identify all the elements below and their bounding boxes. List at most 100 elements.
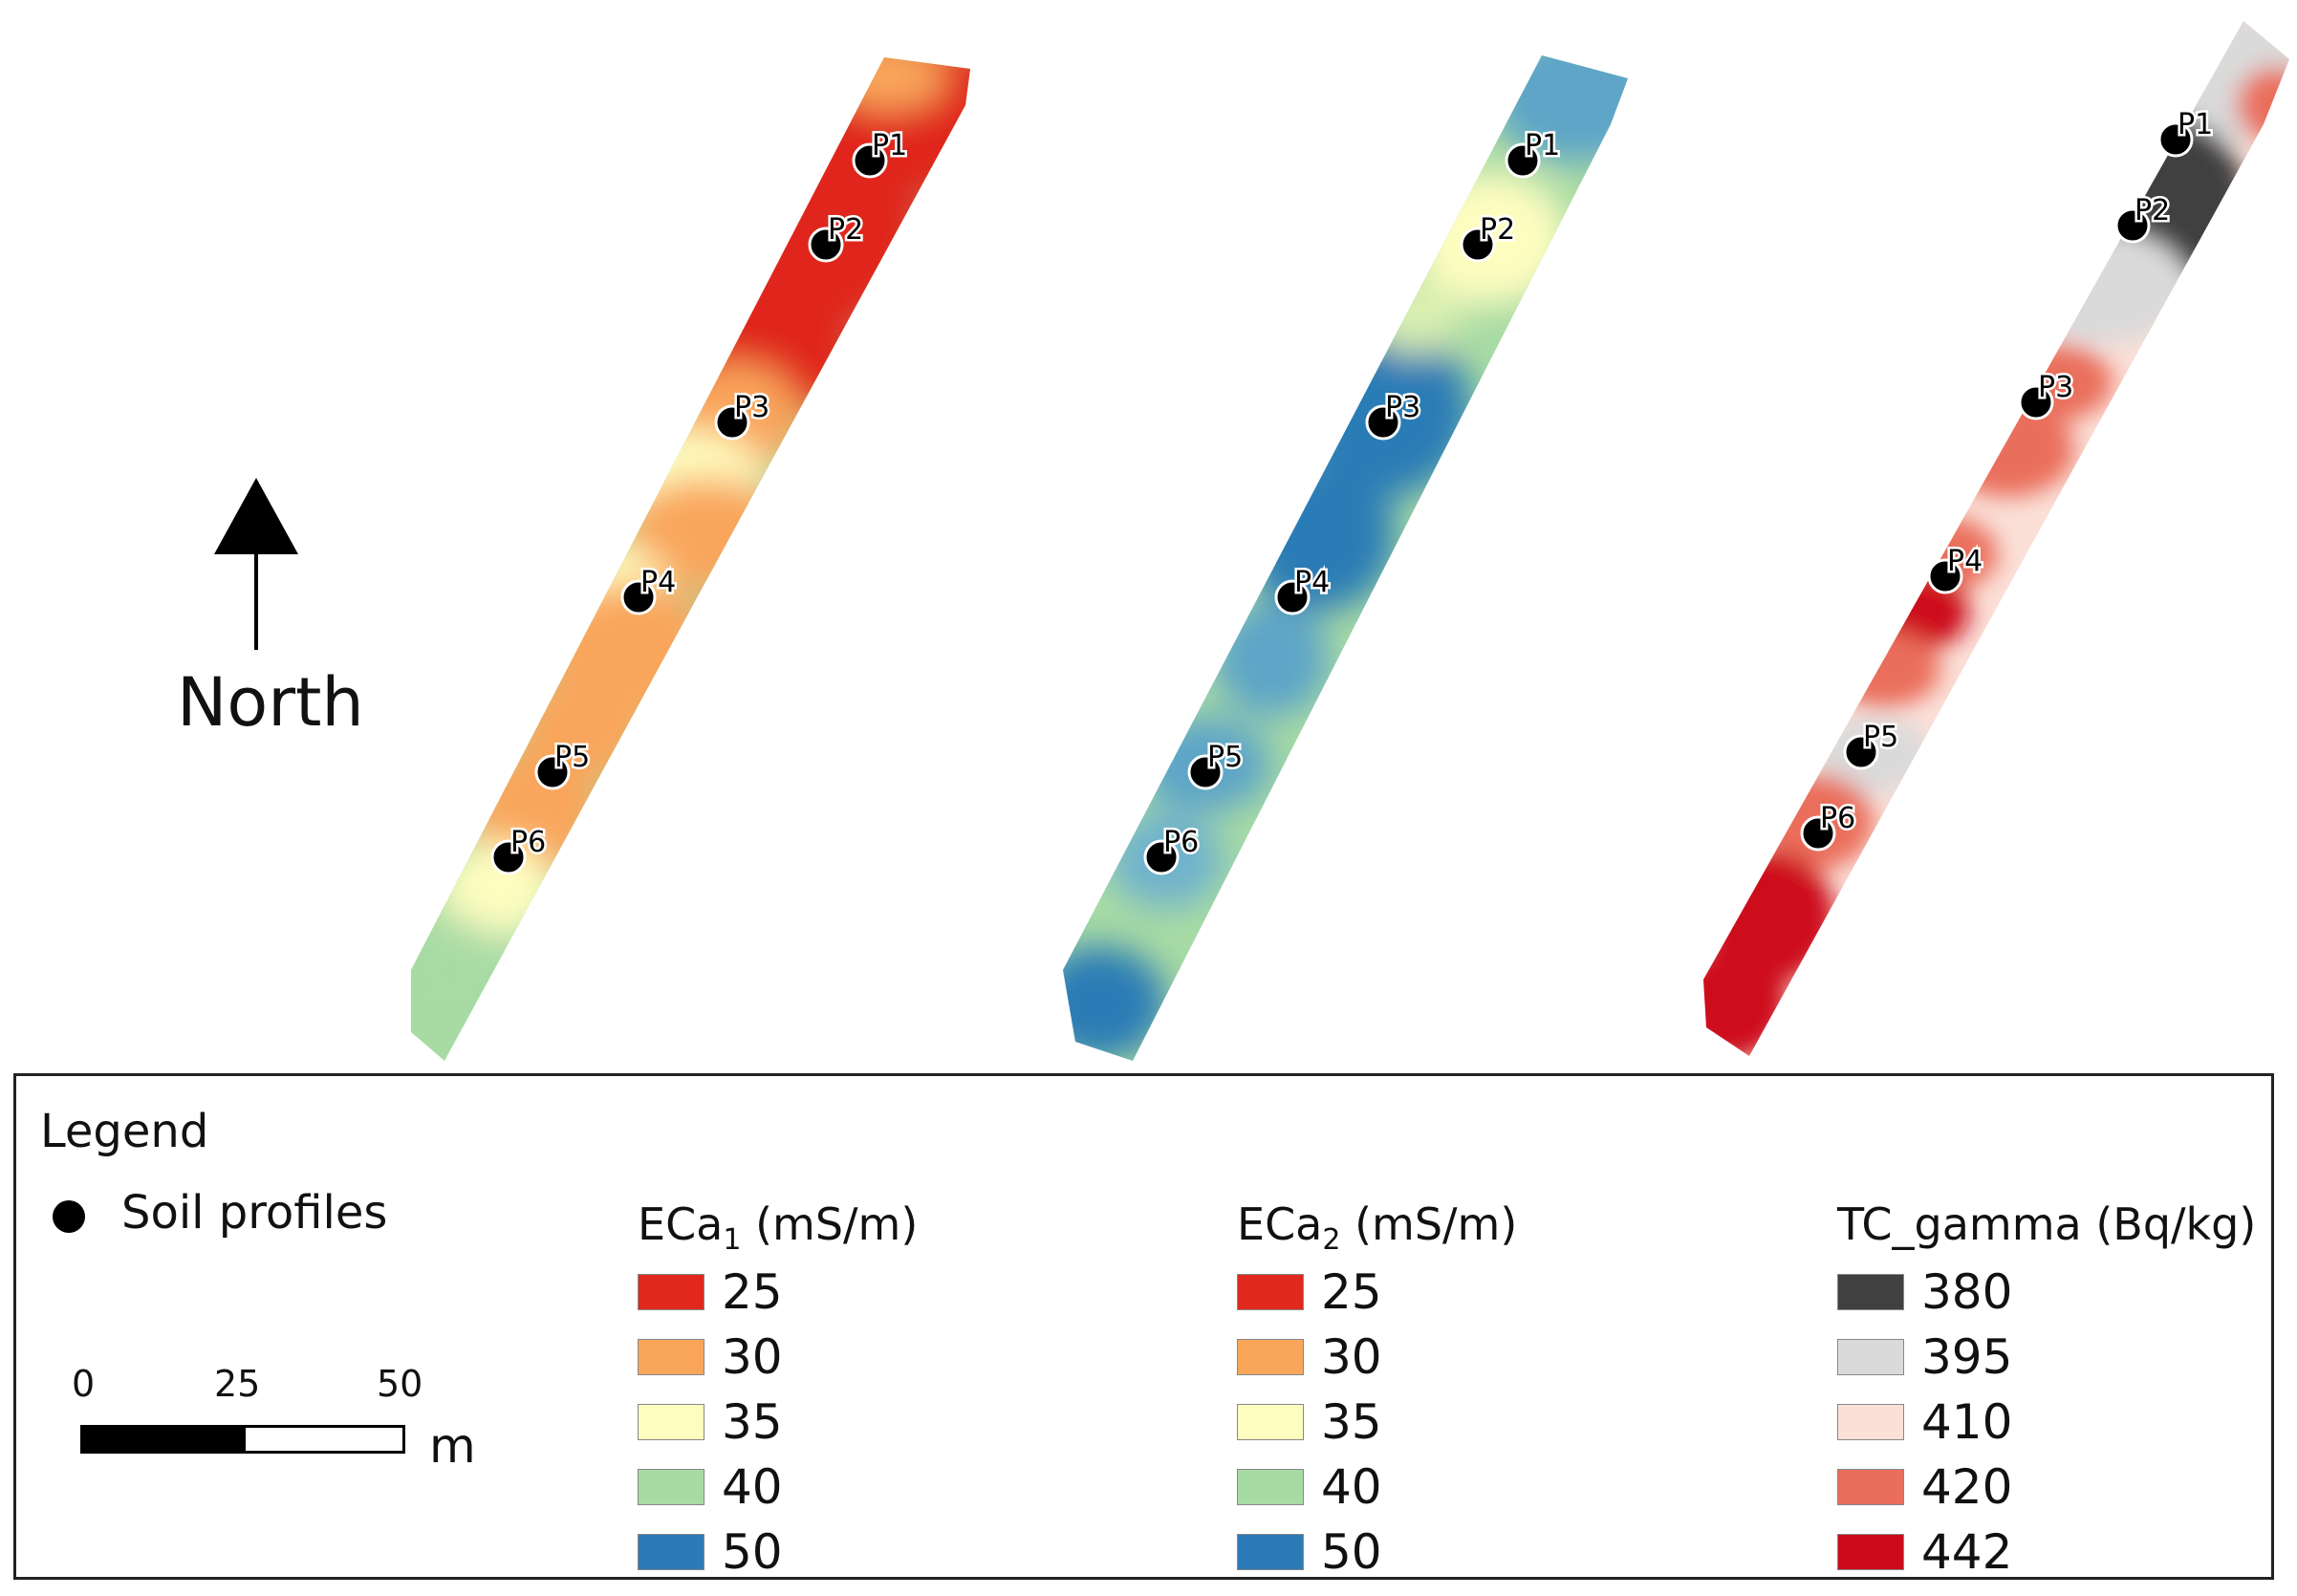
legend-entry-label: 25 [722, 1264, 783, 1320]
legend-column-title: ECa1 (mS/m) [638, 1198, 919, 1258]
soil-profile-marker [2157, 121, 2194, 158]
soil-profile-marker [1143, 839, 1180, 875]
soil-profile-marker [490, 839, 527, 875]
legend-entry-label: 30 [1321, 1329, 1382, 1385]
soil-profile-label: P2 [828, 213, 863, 247]
legend-column-eca1: ECa1 (mS/m) 25 30 35 40 50 [638, 1198, 918, 1585]
legend-column-title: ECa2 (mS/m) [1237, 1198, 1518, 1258]
north-label: North [177, 663, 364, 742]
soil-profile-marker [1843, 734, 1879, 770]
legend-entry-label: 420 [1921, 1459, 2013, 1515]
legend-entry-label: 35 [722, 1394, 783, 1450]
legend-swatch [1837, 1404, 1904, 1440]
north-arrow-head-icon [214, 478, 298, 554]
soil-profile-label: P1 [1525, 129, 1560, 162]
legend-swatch [1237, 1404, 1304, 1440]
north-arrow [214, 478, 298, 650]
legend-entry-label: 380 [1921, 1264, 2013, 1320]
legend-column-tc-gamma: TC_gamma (Bq/kg) 380 395 410 420 442 [1837, 1198, 2256, 1585]
soil-profile-label: P1 [2178, 108, 2213, 141]
legend-entry-label: 35 [1321, 1394, 1382, 1450]
legend-entry: 395 [1837, 1325, 2256, 1390]
eca2-map [1063, 55, 1628, 1061]
legend: Legend Soil profiles 0 25 50 m ECa1 (mS/… [13, 1073, 2274, 1580]
soil-profile-marker [852, 142, 888, 179]
scale-tick: 25 [214, 1363, 261, 1405]
soil-profile-marker [620, 579, 657, 615]
legend-entry: 35 [1237, 1390, 1517, 1455]
legend-entry: 420 [1837, 1455, 2256, 1520]
soil-profile-label: P3 [734, 391, 769, 424]
legend-swatch [638, 1274, 704, 1310]
soil-profile-dot-icon [53, 1200, 85, 1233]
soil-profile-marker [714, 404, 750, 441]
soil-profile-marker [808, 226, 844, 263]
soil-profile-label: P4 [640, 566, 676, 599]
legend-entry: 25 [638, 1260, 918, 1325]
legend-column-title: TC_gamma (Bq/kg) [1837, 1198, 2257, 1250]
soil-profile-marker [1187, 754, 1224, 790]
legend-entry: 40 [1237, 1455, 1517, 1520]
soil-profile-marker [1460, 226, 1496, 263]
soil-profile-label: P3 [1385, 391, 1420, 424]
legend-entry: 380 [1837, 1260, 2256, 1325]
soil-profile-marker [1274, 579, 1311, 615]
legend-swatch [1837, 1534, 1904, 1570]
scale-tick: 50 [377, 1363, 423, 1405]
legend-swatch [638, 1404, 704, 1440]
scale-bar-black-segment [80, 1425, 243, 1454]
legend-entry: 410 [1837, 1390, 2256, 1455]
soil-profiles-label: Soil profiles [121, 1186, 388, 1240]
legend-entry-label: 50 [1321, 1524, 1382, 1580]
legend-entry: 35 [638, 1390, 918, 1455]
soil-profile-label: P5 [1863, 721, 1898, 754]
legend-entry: 30 [638, 1325, 918, 1390]
legend-swatch [1237, 1469, 1304, 1505]
soil-profile-marker [1927, 558, 1963, 594]
legend-swatch [1837, 1469, 1904, 1505]
legend-entry-label: 30 [722, 1329, 783, 1385]
legend-swatch [638, 1469, 704, 1505]
soil-profile-label: P6 [510, 826, 546, 859]
legend-entry-label: 25 [1321, 1264, 1382, 1320]
soil-profile-marker [534, 754, 571, 790]
scale-bar-white-segment [243, 1425, 405, 1454]
soil-profile-label: P6 [1820, 802, 1855, 835]
legend-swatch [638, 1339, 704, 1375]
legend-entry-label: 40 [1321, 1459, 1382, 1515]
tc-gamma-map [1703, 21, 2289, 1056]
scale-unit: m [429, 1418, 476, 1474]
legend-swatch [638, 1534, 704, 1570]
legend-title: Legend [40, 1105, 209, 1158]
soil-profile-marker [2114, 207, 2151, 244]
soil-profile-label: P6 [1163, 826, 1199, 859]
soil-profile-label: P2 [2134, 194, 2170, 227]
legend-entry-label: 395 [1921, 1329, 2013, 1385]
legend-swatch [1837, 1339, 1904, 1375]
legend-column-eca2: ECa2 (mS/m) 25 30 35 40 50 [1237, 1198, 1517, 1585]
legend-entry-label: 40 [722, 1459, 783, 1515]
soil-profile-marker [1365, 404, 1401, 441]
legend-entry: 25 [1237, 1260, 1517, 1325]
soil-profile-label: P5 [554, 741, 590, 774]
map-panels: P1 P2 P3 P4 P5 P6 P1 P2 P3 P4 P5 P6 P1 P2 P3 P4 P5 P6 [214, 21, 2289, 1061]
legend-entry-label: 50 [722, 1524, 783, 1580]
soil-profile-label: P3 [2038, 371, 2073, 404]
soil-profile-marker [2018, 384, 2054, 421]
soil-profile-label: P4 [1294, 566, 1330, 599]
legend-entry: 50 [1237, 1520, 1517, 1585]
legend-entry: 30 [1237, 1325, 1517, 1390]
legend-entry: 40 [638, 1455, 918, 1520]
legend-entry: 50 [638, 1520, 918, 1585]
eca1-map [411, 57, 970, 1061]
legend-entry-label: 410 [1921, 1394, 2013, 1450]
scale-tick: 0 [72, 1363, 96, 1405]
soil-profile-label: P4 [1947, 545, 1983, 578]
legend-swatch [1237, 1534, 1304, 1570]
soil-profile-label: P2 [1480, 213, 1515, 247]
legend-swatch [1837, 1274, 1904, 1310]
soil-profile-marker [1800, 815, 1836, 852]
soil-profile-marker [1505, 142, 1541, 179]
legend-swatch [1237, 1339, 1304, 1375]
legend-entry-label: 442 [1921, 1524, 2013, 1580]
